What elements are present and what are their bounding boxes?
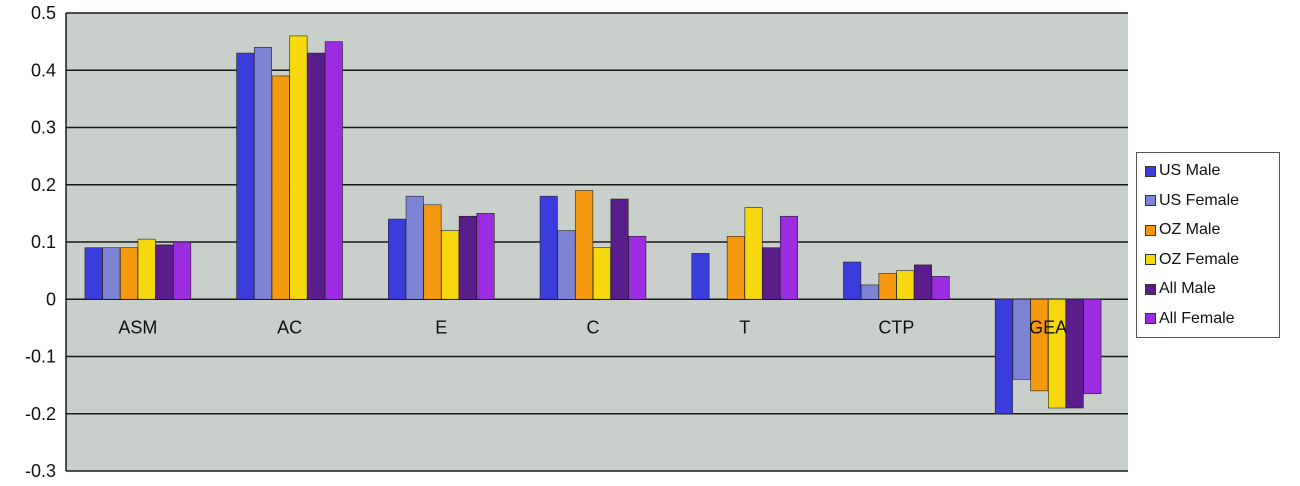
legend-swatch [1145, 165, 1156, 177]
legend-label: All Male [1159, 280, 1216, 297]
legend-item: US Male [1145, 159, 1220, 183]
legend-item: OZ Female [1145, 248, 1239, 272]
bar-gea-oz-female [1047, 298, 1066, 409]
category-label: T [739, 317, 750, 337]
legend-swatch [1145, 195, 1156, 206]
y-tick-label: 0 [46, 289, 56, 309]
bar-ctp-all-female [931, 276, 950, 300]
bar-asm-oz-female [137, 238, 156, 300]
y-tick-label: 0.5 [31, 3, 56, 23]
bar-gea-us-male [994, 298, 1013, 415]
bar-asm-us-female [102, 247, 121, 300]
bar-ac-all-male [307, 52, 326, 300]
y-axis: 0.5 0.4 0.3 0.2 0.1 0 -0.1 -0.2 -0.3 [25, 3, 67, 481]
legend-item: All Male [1145, 277, 1216, 301]
bar-ctp-us-female [860, 284, 879, 300]
bar-e-all-female [476, 213, 495, 300]
bar-e-oz-female [441, 230, 460, 300]
legend-label: US Male [1159, 162, 1221, 179]
bar-e-oz-male [423, 204, 442, 300]
y-tick-label: 0.2 [31, 175, 56, 195]
bar-asm-us-male [84, 247, 103, 300]
bar-e-all-male [458, 215, 477, 300]
legend-swatch [1145, 224, 1156, 236]
bar-t-oz-male [726, 235, 745, 300]
bar-gea-us-female [1012, 298, 1031, 380]
legend-item: All Female [1145, 307, 1235, 331]
bar-t-all-male [762, 247, 781, 300]
bar-gea-all-female [1083, 298, 1102, 395]
bar-c-us-female [557, 230, 576, 300]
bar-gea-oz-male [1030, 298, 1049, 392]
bar-ctp-all-male [913, 264, 932, 300]
bar-ac-all-female [324, 41, 343, 300]
bars [84, 35, 1102, 415]
bar-t-all-female [779, 215, 798, 300]
legend-label: OZ Male [1159, 221, 1221, 238]
legend-label: US Female [1159, 191, 1240, 209]
bar-asm-all-male [155, 244, 174, 300]
bar-t-us-male [691, 253, 710, 300]
bar-c-oz-male [575, 190, 594, 300]
y-tick-label: -0.3 [25, 461, 56, 481]
bar-c-oz-female [592, 247, 611, 300]
category-label: GEA [1029, 317, 1067, 337]
legend-swatch [1145, 313, 1156, 324]
bar-asm-oz-male [120, 247, 139, 300]
legend: US Male US Female OZ Male OZ Female All Male… [1136, 152, 1280, 338]
bar-c-all-female [628, 235, 647, 300]
bar-c-all-male [610, 198, 629, 300]
category-labels: ASM AC E C T CTP GEA [118, 317, 1067, 337]
category-label: C [587, 317, 600, 337]
bar-e-us-female [405, 195, 424, 300]
bar-t-oz-female [744, 207, 763, 300]
legend-item: OZ Male [1145, 218, 1220, 242]
bar-ctp-us-male [843, 261, 862, 300]
legend-label: All Female [1159, 309, 1235, 327]
bar-gea-all-male [1065, 298, 1084, 409]
bar-ac-oz-male [271, 75, 290, 300]
legend-swatch [1145, 283, 1156, 295]
bar-e-us-male [388, 218, 407, 300]
y-tick-label: 0.3 [31, 118, 56, 138]
bar-ac-us-female [254, 47, 273, 300]
category-label: ASM [118, 317, 157, 337]
bar-ac-oz-female [289, 35, 308, 300]
legend-item: US Female [1145, 189, 1239, 213]
category-label: AC [277, 317, 302, 337]
y-tick-label: 0.1 [31, 232, 56, 252]
bar-ctp-oz-female [896, 270, 915, 300]
y-tick-label: 0.4 [31, 60, 56, 80]
y-tick-label: -0.1 [25, 347, 56, 367]
category-label: CTP [878, 317, 914, 337]
y-tick-label: -0.2 [25, 404, 56, 424]
legend-label: OZ Female [1159, 250, 1240, 268]
bar-asm-all-female [173, 241, 192, 300]
bar-c-us-male [539, 195, 558, 300]
legend-swatch [1145, 254, 1156, 265]
category-label: E [435, 317, 447, 337]
bar-ac-us-male [236, 52, 255, 300]
bar-ctp-oz-male [878, 273, 897, 300]
